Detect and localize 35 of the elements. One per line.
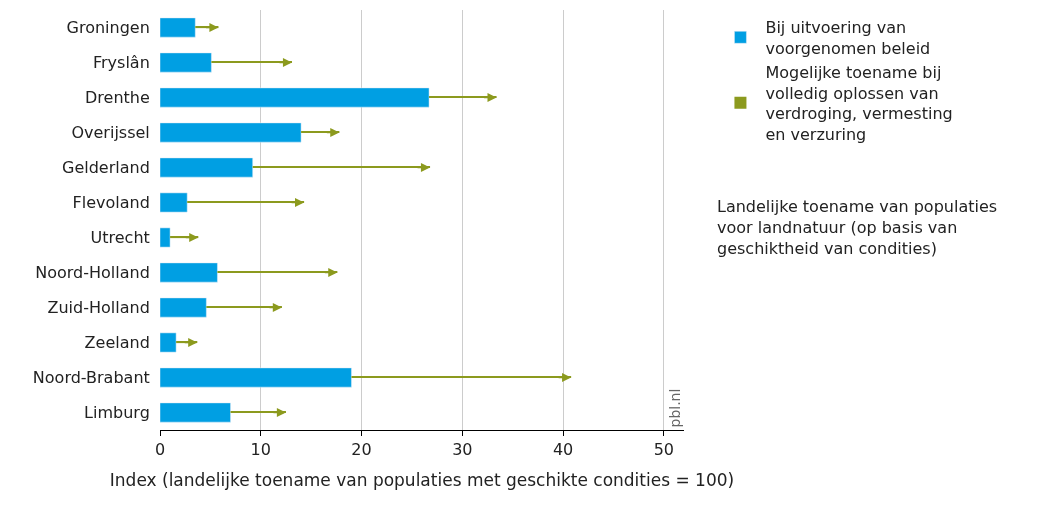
- y-tick-label: Overijssel: [71, 123, 150, 143]
- y-tick-label: Gelderland: [61, 158, 150, 178]
- text: Landelijke toename van populaties voor landnatuur (op basis van geschiktheid van condities): [717, 197, 998, 258]
- legend-label: Mogelijke toename bij volledig oplossen van verdroging, vermesting en verzuring: [765, 62, 953, 145]
- y-tick-label: Utrecht: [90, 228, 150, 248]
- y-tick-label: Noord-Brabant: [32, 368, 150, 388]
- bar: [160, 332, 177, 353]
- y-tick-label: Limburg: [84, 403, 150, 423]
- bar: [160, 157, 253, 178]
- bar: [160, 192, 188, 213]
- x-tick-label: 40: [552, 440, 574, 460]
- annotation: pbl.nl: [666, 388, 683, 428]
- y-tick-label: Zeeland: [84, 333, 150, 353]
- x-tick-label: 30: [452, 440, 473, 460]
- y-tick-label: Groningen: [66, 18, 150, 38]
- x-axis-title: Index (landelijke toename van populaties met geschikte condities = 100): [109, 469, 735, 490]
- bar: [160, 17, 196, 38]
- bar: [160, 402, 231, 423]
- x-tick-label: 50: [653, 440, 675, 460]
- bar: [160, 122, 302, 143]
- y-tick-label: Noord-Holland: [35, 263, 150, 283]
- x-tick-label: 0: [154, 440, 166, 460]
- y-tick-label: Zuid-Holland: [47, 298, 150, 318]
- y-tick-label: Drenthe: [85, 88, 150, 108]
- x-tick-label: 10: [250, 440, 271, 460]
- bar: [160, 262, 218, 283]
- bar: [160, 227, 171, 248]
- bar: [160, 87, 430, 108]
- y-tick-label: Fryslân: [92, 53, 150, 73]
- bar: [160, 297, 207, 318]
- bar: [160, 52, 212, 73]
- bar: [160, 367, 352, 388]
- legend-label: Bij uitvoering van voorgenomen beleid: [765, 18, 931, 58]
- x-tick-label: 20: [351, 440, 372, 460]
- y-tick-label: Flevoland: [72, 193, 150, 213]
